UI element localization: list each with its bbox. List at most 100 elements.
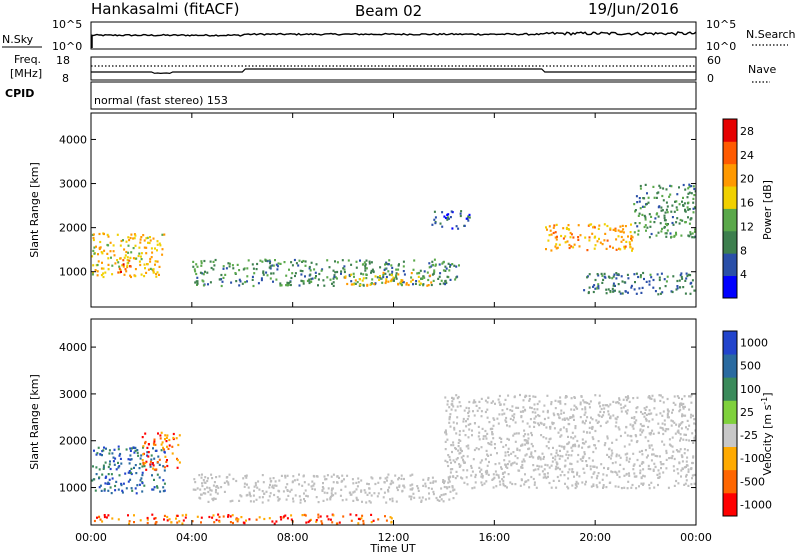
scatter-cell: [140, 252, 143, 255]
scatter-cell: [691, 285, 694, 288]
scatter-cell: [693, 194, 696, 197]
scatter-cell: [462, 469, 465, 472]
scatter-cell: [637, 214, 640, 217]
scatter-cell: [676, 468, 679, 471]
power-ylabel: Slant Range [km]: [28, 162, 41, 258]
scatter-cell: [336, 522, 339, 525]
scatter-cell: [210, 473, 213, 476]
scatter-cell: [100, 267, 103, 270]
scatter-cell: [133, 233, 136, 236]
scatter-cell: [93, 252, 96, 255]
scatter-cell: [144, 462, 147, 465]
scatter-cell: [182, 519, 185, 522]
scatter-cell: [305, 521, 308, 524]
scatter-cell: [673, 484, 676, 487]
scatter-cell: [543, 404, 546, 407]
scatter-cell: [620, 240, 623, 243]
scatter-cell: [127, 458, 130, 461]
scatter-cell: [361, 500, 363, 503]
scatter-cell: [641, 449, 643, 453]
scatter-cell: [139, 263, 142, 267]
scatter-cell: [609, 416, 611, 420]
scatter-cell: [282, 490, 285, 493]
scatter-cell: [493, 443, 496, 446]
scatter-cell: [645, 418, 648, 422]
scatter-cell: [146, 518, 149, 521]
scatter-cell: [547, 475, 549, 478]
scatter-cell: [163, 514, 166, 517]
scatter-cell: [515, 432, 518, 435]
scatter-cell: [100, 274, 103, 277]
scatter-cell: [657, 422, 660, 425]
scatter-cell: [94, 489, 97, 492]
scatter-cell: [683, 405, 686, 408]
scatter-cell: [591, 436, 594, 439]
scatter-cell: [660, 467, 662, 470]
scatter-cell: [388, 486, 391, 489]
scatter-cell: [315, 275, 317, 278]
scatter-cell: [627, 291, 629, 294]
scatter-cell: [473, 414, 476, 417]
scatter-cell: [670, 210, 673, 213]
scatter-cell: [639, 274, 642, 277]
scatter-cell: [694, 429, 696, 432]
scatter-cell: [402, 265, 405, 268]
scatter-cell: [598, 394, 601, 397]
scatter-cell: [592, 290, 595, 294]
scatter-cell: [665, 188, 668, 191]
scatter-cell: [643, 475, 646, 478]
scatter-cell: [588, 431, 591, 434]
scatter-cell: [129, 458, 132, 461]
scatter-cell: [125, 487, 128, 490]
scatter-cell: [543, 473, 546, 476]
scatter-cell: [160, 449, 163, 452]
scatter-cell: [143, 239, 146, 242]
scatter-cell: [665, 235, 668, 238]
scatter-cell: [638, 200, 641, 203]
scatter-cell: [350, 280, 353, 283]
scatter-cell: [584, 236, 587, 239]
scatter-cell: [185, 513, 188, 516]
scatter-cell: [253, 489, 255, 492]
scatter-cell: [95, 466, 98, 469]
scatter-cell: [116, 259, 119, 262]
scatter-cell: [653, 462, 656, 465]
scatter-cell: [116, 233, 119, 236]
scatter-cell: [355, 266, 358, 269]
scatter-cell: [650, 397, 653, 400]
scatter-cell: [356, 485, 359, 488]
scatter-cell: [327, 487, 330, 490]
scatter-cell: [160, 431, 163, 434]
scatter-cell: [155, 449, 158, 452]
scatter-cell: [98, 468, 101, 471]
scatter-cell: [533, 481, 536, 484]
scatter-cell: [165, 440, 168, 443]
scatter-cell: [163, 482, 166, 485]
scatter-cell: [104, 461, 107, 464]
y-tick-label: 4000: [59, 341, 87, 354]
scatter-cell: [681, 467, 684, 470]
scatter-cell: [341, 259, 344, 262]
scatter-cell: [111, 477, 114, 480]
scatter-cell: [666, 413, 669, 417]
scatter-cell: [689, 292, 692, 295]
scatter-cell: [147, 268, 150, 271]
scatter-cell: [371, 278, 374, 281]
scatter-cell: [122, 239, 124, 242]
scatter-cell: [546, 228, 548, 231]
scatter-cell: [379, 275, 381, 278]
scatter-cell: [129, 265, 132, 268]
scatter-cell: [566, 240, 569, 243]
scatter-cell: [445, 267, 448, 270]
scatter-cell: [684, 188, 687, 191]
scatter-cell: [618, 428, 621, 431]
scatter-cell: [693, 436, 696, 439]
scatter-cell: [528, 394, 531, 398]
colorbar-tick: 24: [740, 149, 754, 162]
scatter-cell: [149, 267, 152, 270]
scatter-cell: [357, 481, 360, 484]
scatter-cell: [304, 264, 307, 267]
scatter-cell: [249, 495, 252, 498]
scatter-cell: [105, 447, 107, 450]
